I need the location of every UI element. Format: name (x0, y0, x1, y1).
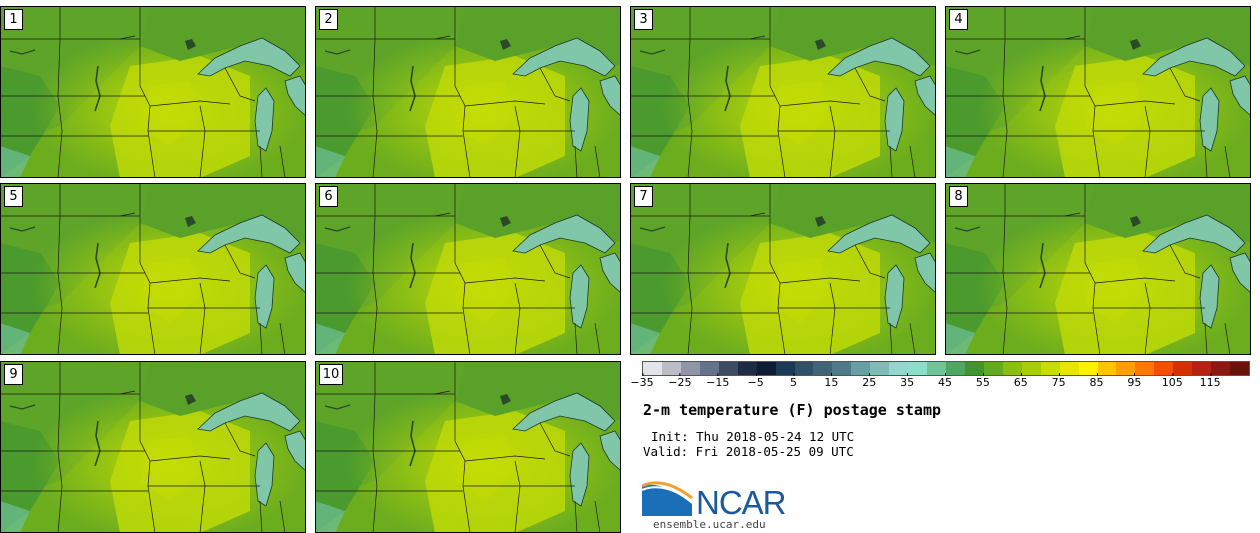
panel-label: 10 (319, 364, 343, 385)
colorbar-tick-label: 25 (862, 373, 877, 389)
map-panel: 4 (945, 6, 1251, 178)
colorbar-swatch (927, 362, 946, 375)
colorbar-tick-label: −15 (706, 373, 730, 389)
colorbar-swatch (1078, 362, 1098, 375)
ncar-logo-text: NCAR (696, 484, 787, 521)
colorbar-swatch (794, 362, 814, 375)
figure-title: 2-m temperature (F) postage stamp (643, 401, 942, 419)
colorbar-swatch (1116, 362, 1136, 375)
colorbar-tick-label: 65 (1013, 373, 1028, 389)
colorbar (642, 361, 1250, 376)
colorbar-swatch (889, 362, 909, 375)
colorbar-swatch (643, 362, 662, 375)
colorbar-tick-label: −5 (747, 373, 764, 389)
map-panel: 5 (0, 183, 306, 355)
colorbar-swatch (1097, 362, 1117, 375)
colorbar-swatch (1059, 362, 1079, 375)
panel-label: 5 (4, 186, 23, 207)
init-time: Init: Thu 2018-05-24 12 UTC (651, 429, 855, 444)
panel-label: 6 (319, 186, 338, 207)
map-panel: 9 (0, 361, 306, 533)
colorbar-swatch (737, 362, 757, 375)
colorbar-ticks: −35 −25 −15 −5 5 15 25 35 45 55 65 75 85 95 105 115 (630, 373, 1250, 392)
panel-label: 4 (949, 9, 968, 30)
panel-label: 1 (4, 9, 23, 30)
colorbar-tick-label: 15 (824, 373, 839, 389)
map-panel: 10 (315, 361, 621, 533)
colorbar-swatch (832, 362, 852, 375)
colorbar-swatch (1040, 362, 1060, 375)
colorbar-swatch (1002, 362, 1022, 375)
colorbar-swatch (1211, 362, 1231, 375)
colorbar-swatch (1154, 362, 1174, 375)
colorbar-swatch (1173, 362, 1193, 375)
panel-label: 3 (634, 9, 653, 30)
colorbar-tick-label: 85 (1089, 373, 1104, 389)
panel-label: 8 (949, 186, 968, 207)
colorbar-tick-label: 105 (1161, 373, 1183, 389)
panel-label: 2 (319, 9, 338, 30)
colorbar-tick-label: −35 (630, 373, 654, 389)
colorbar-swatch (1135, 362, 1155, 375)
colorbar-swatch (680, 362, 700, 375)
map-panel: 3 (630, 6, 936, 178)
colorbar-swatch (908, 362, 928, 375)
site-url[interactable]: ensemble.ucar.edu (653, 518, 766, 531)
panel-label: 9 (4, 364, 23, 385)
colorbar-swatch (983, 362, 1003, 375)
colorbar-tick-label: 35 (900, 373, 915, 389)
ncar-logo-icon (642, 481, 693, 516)
valid-time: Valid: Fri 2018-05-25 09 UTC (643, 444, 854, 459)
colorbar-tick-label: −25 (668, 373, 692, 389)
map-panel: 8 (945, 183, 1251, 355)
map-panel: 7 (630, 183, 936, 355)
colorbar-tick-label: 45 (938, 373, 952, 389)
colorbar-swatch (718, 362, 738, 375)
colorbar-tick-label: 55 (975, 373, 990, 389)
map-panel: 1 (0, 6, 306, 178)
colorbar-tick-label: 75 (1051, 373, 1066, 389)
colorbar-swatch (813, 362, 833, 375)
colorbar-swatch (775, 362, 795, 375)
panel-label: 7 (634, 186, 653, 207)
colorbar-swatch (756, 362, 776, 375)
colorbar-swatch (964, 362, 984, 375)
colorbar-swatch (1230, 362, 1249, 375)
colorbar-tick-label: 5 (790, 373, 797, 389)
colorbar-tick-label: 115 (1199, 373, 1221, 389)
colorbar-swatch (1192, 362, 1212, 375)
map-panel: 6 (315, 183, 621, 355)
colorbar-swatch (946, 362, 965, 375)
colorbar-swatch (1021, 362, 1041, 375)
colorbar-swatch (851, 362, 871, 375)
colorbar-swatch (870, 362, 890, 375)
colorbar-tick-label: 95 (1127, 373, 1142, 389)
map-panel: 2 (315, 6, 621, 178)
colorbar-swatch (661, 362, 681, 375)
colorbar-swatch (699, 362, 719, 375)
